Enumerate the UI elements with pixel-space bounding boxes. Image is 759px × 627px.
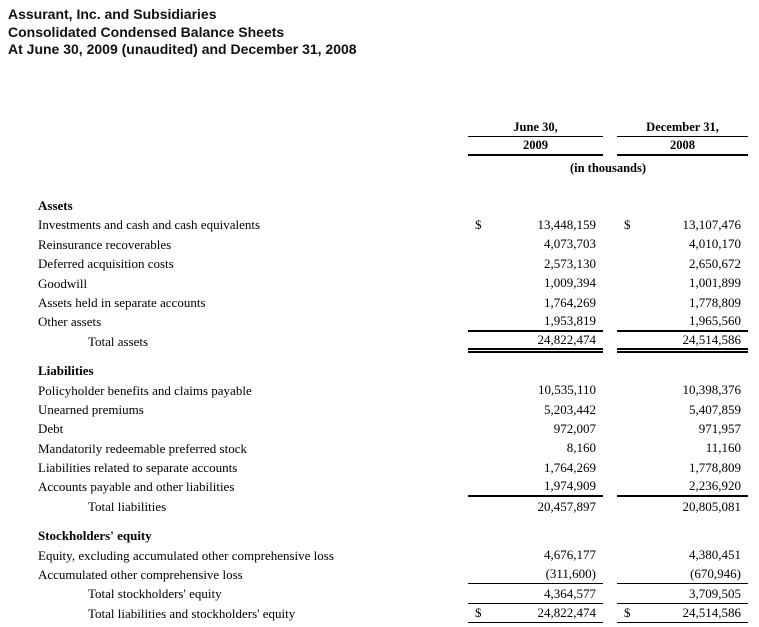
amount-2009: 1,953,819 [468, 312, 603, 332]
amount-2008: 20,805,081 [682, 498, 742, 514]
amount-2008: 1,965,560 [617, 312, 748, 332]
dollar-sign: $ [475, 605, 482, 620]
row-total-stockholders-equity: Total stockholders' equity 4,364,577 3,7… [0, 584, 759, 604]
amount-2008: 4,380,451 [689, 547, 741, 563]
amount-2008: 971,957 [698, 420, 741, 436]
amount-2009: 4,364,577 [468, 584, 603, 604]
amount-2008: 2,236,920 [617, 477, 748, 497]
amount-2009: 1,009,394 [544, 275, 596, 291]
statement-dates: At June 30, 2009 (unaudited) and Decembe… [8, 41, 357, 57]
amount-2008: 5,407,859 [689, 401, 741, 417]
row-other-assets: Other assets 1,953,819 1,965,560 [0, 312, 759, 332]
amount-2008: 24,514,586 [617, 332, 748, 353]
column-year-header-row: 2009 2008 [0, 137, 759, 156]
amount-2008: 1,778,809 [689, 294, 741, 310]
amount-2009: 24,822,474 [468, 332, 603, 353]
row-reinsurance-recoverables: Reinsurance recoverables 4,073,703 4,010… [0, 235, 759, 254]
col-june-30-header: June 30, [468, 118, 603, 137]
units-note: (in thousands) [569, 160, 647, 175]
row-deferred-acquisition-costs: Deferred acquisition costs 2,573,130 2,6… [0, 254, 759, 273]
section-heading-assets: Assets [38, 198, 73, 213]
row-assets-held-in-separate-accounts: Assets held in separate accounts 1,764,2… [0, 293, 759, 312]
title-block: Assurant, Inc. and Subsidiaries Consolid… [8, 6, 357, 59]
amount-2008: 3,709,505 [617, 584, 748, 604]
section-heading-stockholders-equity: Stockholders' equity [38, 528, 152, 544]
amount-2009: 20,457,897 [537, 498, 597, 514]
amount-2009: 8,160 [566, 440, 596, 456]
amount-2008: 10,398,376 [682, 382, 742, 398]
row-goodwill: Goodwill 1,009,394 1,001,899 [0, 274, 759, 293]
amount-2009: 4,073,703 [544, 236, 596, 252]
row-debt: Debt 972,007 971,957 [0, 419, 759, 438]
amount-2008: 1,778,809 [689, 459, 741, 475]
amount-2008: (670,946) [617, 565, 748, 585]
row-mandatorily-redeemable-preferred-stock: Mandatorily redeemable preferred stock 8… [0, 439, 759, 458]
row-policyholder-benefits: Policyholder benefits and claims payable… [0, 381, 759, 400]
dollar-sign: $ [475, 217, 482, 233]
row-accumulated-other-comprehensive-loss: Accumulated other comprehensive loss (31… [0, 565, 759, 585]
dollar-sign: $ [624, 217, 631, 233]
column-month-header-row: June 30, December 31, [0, 118, 759, 137]
col-december-31-header: December 31, [617, 118, 748, 137]
amount-2009: 1,974,909 [468, 477, 603, 497]
amount-2008: 2,650,672 [689, 255, 741, 271]
amount-2008: 1,001,899 [689, 275, 741, 291]
amount-2009: $24,822,474 [468, 604, 603, 624]
amount-2009: (311,600) [468, 565, 603, 585]
company-name: Assurant, Inc. and Subsidiaries [8, 6, 217, 22]
row-total-assets: Total assets 24,822,474 24,514,586 [0, 332, 759, 353]
amount-2009: 10,535,110 [537, 382, 596, 398]
col-2008-header: 2008 [617, 137, 748, 156]
row-investments-and-cash: Investments and cash and cash equivalent… [0, 215, 759, 234]
amount-2009: 972,007 [553, 420, 596, 436]
row-total-liabilities: Total liabilities 20,457,897 20,805,081 [0, 497, 759, 516]
amount-2008: 4,010,170 [689, 236, 741, 252]
section-heading-liabilities: Liabilities [38, 363, 94, 379]
dollar-sign: $ [624, 605, 631, 620]
amount-2009: 5,203,442 [544, 401, 596, 417]
row-total-liabilities-and-stockholders-equity: Total liabilities and stockholders' equi… [0, 604, 759, 624]
statement-title: Consolidated Condensed Balance Sheets [8, 23, 285, 40]
amount-2009: 1,764,269 [544, 459, 596, 475]
row-equity-excluding-aocl: Equity, excluding accumulated other comp… [0, 546, 759, 565]
amount-2008: 11,160 [705, 440, 741, 456]
row-liabilities-separate-accounts: Liabilities related to separate accounts… [0, 458, 759, 477]
amount-2008: $13,107,476 [624, 217, 741, 233]
row-unearned-premiums: Unearned premiums 5,203,442 5,407,859 [0, 400, 759, 419]
amount-2009: 4,676,177 [544, 547, 596, 563]
amount-2009: 1,764,269 [544, 294, 596, 310]
col-2009-header: 2009 [468, 137, 603, 156]
amount-2009: 2,573,130 [544, 255, 596, 271]
amount-2009: $13,448,159 [475, 217, 596, 233]
units-note-row: (in thousands) [0, 156, 759, 180]
balance-sheet-table: June 30, December 31, 2009 2008 (in thou… [0, 118, 759, 624]
row-accounts-payable: Accounts payable and other liabilities 1… [0, 477, 759, 497]
amount-2008: $24,514,586 [617, 604, 748, 624]
